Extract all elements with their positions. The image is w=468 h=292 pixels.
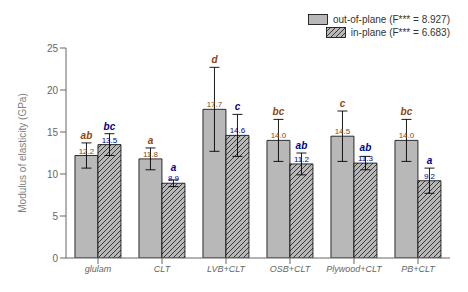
svg-text:CLT: CLT — [154, 264, 172, 274]
svg-text:c: c — [235, 101, 241, 112]
svg-text:8.9: 8.9 — [168, 174, 180, 183]
svg-text:a: a — [427, 155, 433, 166]
svg-text:ab: ab — [81, 130, 93, 141]
svg-text:14.5: 14.5 — [335, 127, 351, 136]
svg-text:9.2: 9.2 — [424, 172, 436, 181]
svg-text:Modulus of elasticity (GPa): Modulus of elasticity (GPa) — [17, 93, 28, 213]
svg-text:PB+CLT: PB+CLT — [401, 264, 436, 274]
svg-text:0: 0 — [52, 253, 58, 264]
svg-text:12.2: 12.2 — [79, 147, 95, 156]
svg-text:5: 5 — [52, 211, 58, 222]
svg-text:OSB+CLT: OSB+CLT — [270, 264, 312, 274]
svg-text:14.6: 14.6 — [230, 126, 246, 135]
svg-text:20: 20 — [47, 85, 59, 96]
svg-text:25: 25 — [47, 43, 59, 54]
svg-text:bc: bc — [401, 106, 413, 117]
svg-text:14.0: 14.0 — [271, 131, 287, 140]
svg-text:10: 10 — [47, 169, 59, 180]
svg-text:11.2: 11.2 — [294, 155, 310, 164]
svg-text:11.8: 11.8 — [143, 150, 159, 159]
svg-text:bc: bc — [104, 121, 116, 132]
svg-text:a: a — [148, 135, 154, 146]
svg-text:LVB+CLT: LVB+CLT — [207, 264, 247, 274]
html-text:in-plane (F*** = 6.683): in-plane (F*** = 6.683) — [350, 27, 450, 38]
svg-text:15: 15 — [47, 127, 59, 138]
svg-text:ab: ab — [296, 140, 308, 151]
svg-text:d: d — [211, 54, 218, 65]
svg-text:bc: bc — [273, 106, 285, 117]
svg-text:glulam: glulam — [85, 264, 112, 274]
svg-text:Plywood+CLT: Plywood+CLT — [326, 264, 383, 274]
svg-text:11.3: 11.3 — [358, 154, 374, 163]
svg-text:ab: ab — [360, 142, 372, 153]
svg-text:c: c — [340, 98, 346, 109]
svg-text:13.5: 13.5 — [102, 136, 118, 145]
svg-text:14.0: 14.0 — [399, 131, 415, 140]
svg-text:17.7: 17.7 — [207, 100, 223, 109]
html-text:out-of-plane (F*** = 8.927): out-of-plane (F*** = 8.927) — [333, 14, 450, 25]
svg-text:a: a — [171, 162, 177, 173]
